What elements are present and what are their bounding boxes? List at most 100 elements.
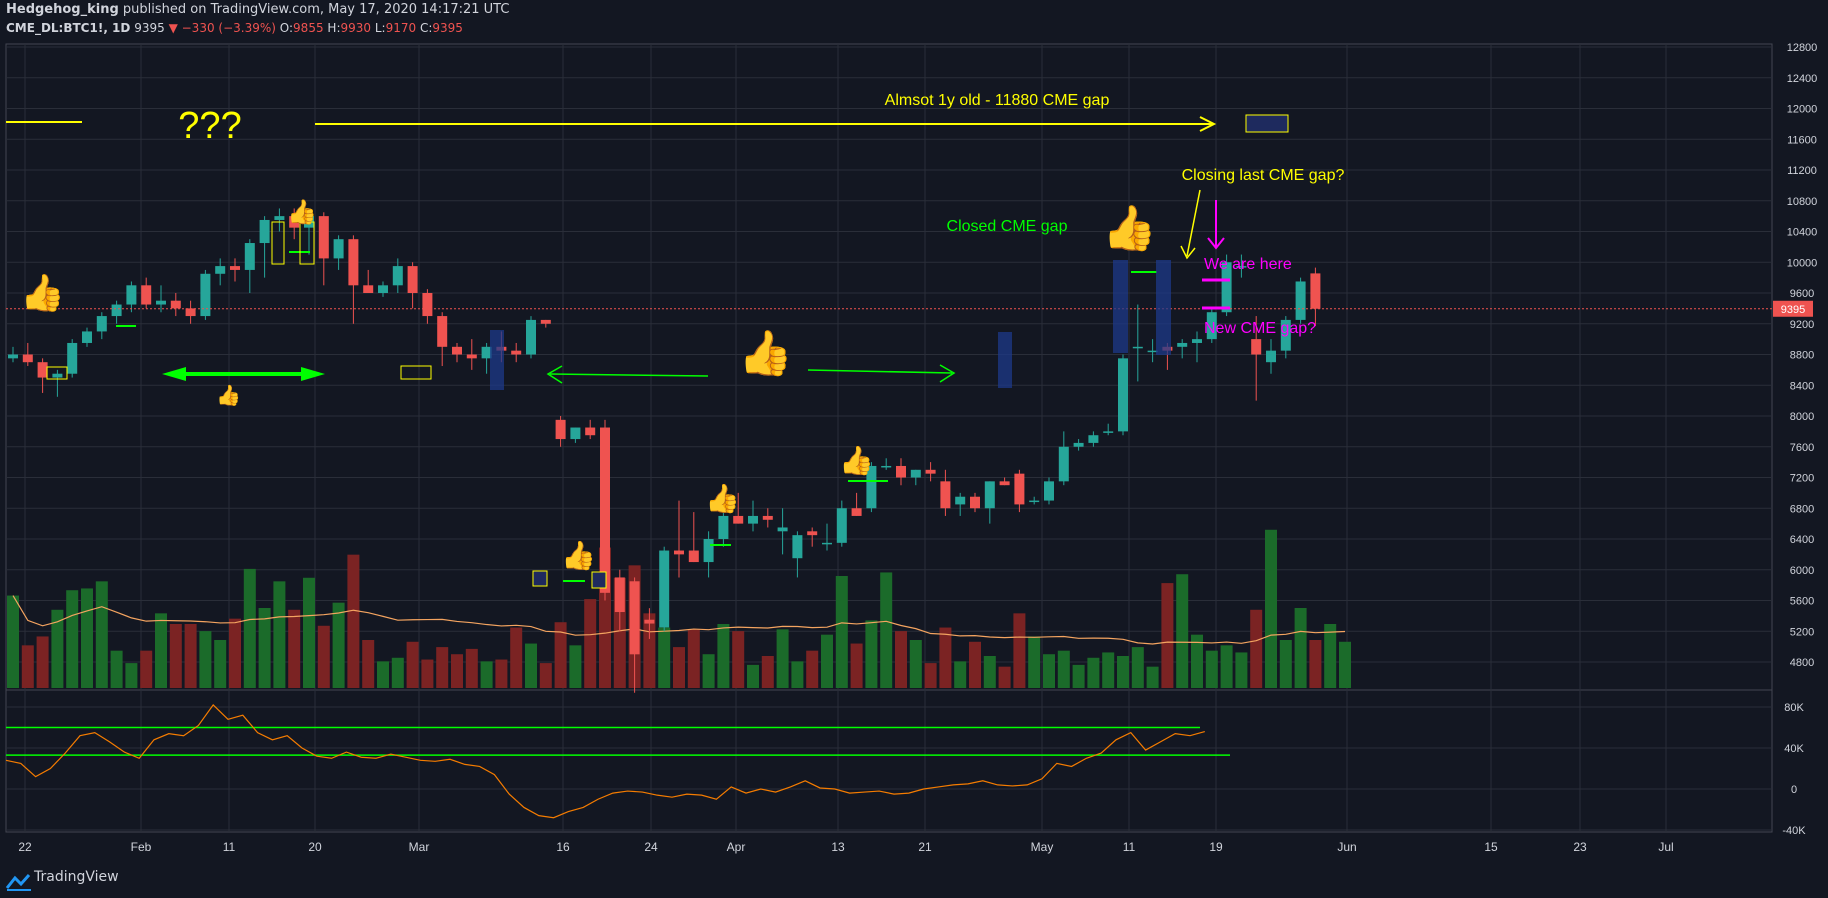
volume-bar	[584, 599, 597, 688]
volume-ma-line	[12, 595, 1346, 645]
candle-body	[1206, 312, 1217, 340]
gap-box-1	[46, 366, 68, 380]
gap-box-2	[271, 221, 285, 265]
volume-bar	[125, 663, 138, 688]
magenta-arrowhead	[1207, 237, 1225, 250]
price-tick-label: 9200	[1790, 319, 1814, 331]
last-price: 9395	[134, 21, 165, 35]
price-tick-label: 12800	[1787, 42, 1818, 54]
volume-bar	[1087, 657, 1100, 688]
price-tick-label: 5200	[1790, 626, 1814, 638]
candle-body	[718, 515, 729, 539]
volume-bar	[155, 613, 167, 688]
price-axis[interactable]: 12800 12400 12000 11600 11200 10800 10400 10000…	[1787, 42, 1818, 669]
gap-box-5	[532, 570, 548, 587]
volume-bar	[1102, 652, 1115, 688]
gap-box-4	[400, 365, 432, 380]
chart-frame	[5, 43, 1773, 833]
price-tick-label: 8000	[1790, 411, 1814, 423]
time-tick-label: 20	[308, 840, 322, 854]
volume-bar	[880, 572, 893, 688]
green-right-arrow	[807, 369, 953, 374]
candle-body	[881, 465, 892, 468]
question-marks: ???	[178, 105, 241, 147]
low-label: L:	[374, 21, 386, 35]
volume-bar	[288, 609, 301, 688]
volume-bar	[332, 602, 345, 688]
candle-body	[289, 216, 300, 228]
time-tick-label: 24	[644, 840, 658, 854]
candle-body	[22, 354, 33, 363]
candle-body	[629, 581, 640, 655]
volume-bar	[732, 631, 745, 688]
closing-arrow	[1186, 189, 1201, 257]
volume-bar	[939, 627, 952, 688]
volume-bar	[761, 656, 774, 688]
symbol-label[interactable]: CME_DL:BTC1!, 1D	[6, 21, 131, 35]
new-gap-label: New CME gap?	[1204, 320, 1316, 337]
tradingview-logo-icon[interactable]	[5, 872, 33, 892]
volume-bar	[1309, 640, 1322, 688]
price-tick-label: 12000	[1787, 104, 1818, 116]
blue-zone-2	[998, 332, 1012, 388]
volume-bar	[983, 656, 996, 688]
volume-bar	[184, 624, 197, 688]
candle-body	[244, 243, 255, 270]
time-tick-label: 22	[18, 840, 32, 854]
indicator-tick-label: 40K	[1784, 743, 1804, 755]
candle-body	[1147, 350, 1158, 353]
volume-bar	[1235, 652, 1248, 688]
time-tick-label: 23	[1573, 840, 1587, 854]
volume-bar	[258, 608, 271, 688]
candle-body	[348, 239, 359, 286]
candle-body	[1177, 342, 1188, 347]
blue-zone-4	[1156, 260, 1171, 355]
indicator-line	[5, 704, 1205, 819]
candle-body	[540, 319, 551, 324]
candle-body	[1103, 431, 1114, 433]
cme-gap-box	[1245, 114, 1289, 133]
indicator-axis[interactable]: 80K 40K 0 -40K	[1782, 702, 1806, 837]
publisher-name[interactable]: Hedgehog_king	[6, 2, 119, 17]
thumbs-up-icon: 👍	[561, 539, 596, 572]
candle-body	[822, 542, 832, 545]
volume-bar	[303, 577, 315, 688]
candle-body	[1029, 500, 1040, 503]
gap-box-3	[299, 221, 315, 265]
price-tick-label: 8400	[1790, 380, 1814, 392]
volume-bar	[895, 631, 907, 688]
candle-body	[378, 285, 388, 293]
volume-bar	[436, 647, 449, 688]
blue-zone-3	[1113, 260, 1128, 353]
time-tick-label: 15	[1484, 840, 1498, 854]
volume-bar	[1131, 647, 1144, 688]
close-label: C:	[419, 21, 433, 35]
price-tick-label: 12400	[1787, 73, 1818, 85]
volume-bar	[525, 643, 537, 688]
volume-bar	[1205, 650, 1218, 688]
high-value: 9930	[340, 21, 372, 35]
price-change: −330 (−3.39%)	[181, 21, 276, 35]
candle-body	[1014, 473, 1025, 505]
volume-bar	[36, 636, 49, 688]
time-axis[interactable]: 22 Feb 11 20 Mar 16 24 Apr 13 21 May 11 19 Jun 15 23 Jul	[18, 840, 1673, 854]
volume-bar	[1250, 609, 1263, 688]
candle-body	[1073, 442, 1084, 447]
candle-body	[392, 266, 403, 286]
brand-name[interactable]: TradingView	[34, 869, 119, 885]
green-arrowhead-left	[162, 367, 186, 381]
volume-bar	[1146, 666, 1159, 688]
candle-body	[333, 239, 344, 259]
gap-arrowhead	[1199, 116, 1217, 132]
volume-bar	[317, 625, 330, 688]
volume-bar	[998, 666, 1011, 688]
volume-bar	[1191, 634, 1203, 688]
gap-box-6	[591, 571, 607, 589]
candle-body	[792, 535, 803, 559]
volume-bar	[451, 654, 463, 688]
symbol-info: CME_DL:BTC1!, 1D 9395 ▼ −330 (−3.39%) O:…	[6, 21, 463, 35]
volume-bar	[850, 643, 863, 688]
volume-bar	[717, 624, 730, 688]
time-tick-label: Mar	[409, 840, 430, 854]
